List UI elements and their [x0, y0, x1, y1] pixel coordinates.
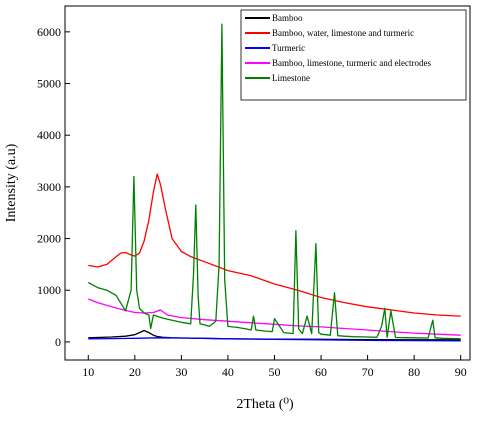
legend-label-2: Turmeric [272, 43, 305, 53]
x-tick-label-8: 90 [455, 365, 467, 379]
x-tick-label-4: 50 [268, 365, 280, 379]
legend-label-1: Bamboo, water, limestone and turmeric [272, 28, 414, 38]
x-tick-label-2: 30 [175, 365, 187, 379]
series-line-4 [87, 23, 461, 340]
series-line-2 [88, 337, 461, 342]
y-tick-label-3: 3000 [37, 180, 61, 194]
legend-label-3: Bamboo, limestone, turmeric and electrod… [272, 58, 431, 68]
x-axis-title: 2Theta (⁰) [236, 397, 294, 412]
legend-label-0: Bamboo [272, 13, 303, 23]
x-tick-label-5: 60 [315, 365, 327, 379]
x-tick-label-1: 20 [129, 365, 141, 379]
y-tick-label-5: 5000 [37, 77, 61, 91]
series-layer [87, 23, 461, 342]
x-tick-label-6: 70 [362, 365, 374, 379]
legend-label-4: Limestone [272, 73, 310, 83]
legend-box [240, 9, 467, 101]
y-tick-label-2: 2000 [37, 232, 61, 246]
x-tick-label-7: 80 [408, 365, 420, 379]
legend-entries: Bamboo Bamboo, water, limestone and turme… [245, 13, 431, 83]
series-line-1 [88, 173, 461, 317]
y-tick-label-1: 1000 [37, 283, 61, 297]
y-tick-label-4: 4000 [37, 128, 61, 142]
x-tick-label-3: 40 [222, 365, 234, 379]
ticks-layer: 10 20 30 40 50 60 70 80 90 0 1000 2000 3000 4000 5000 6… [37, 25, 467, 379]
legend: Bamboo Bamboo, water, limestone and turme… [240, 9, 467, 101]
x-tick-label-0: 10 [82, 365, 94, 379]
y-axis-title: Intensity (a.u) [4, 143, 19, 222]
y-tick-label-6: 6000 [37, 25, 61, 39]
y-tick-label-0: 0 [55, 335, 61, 349]
